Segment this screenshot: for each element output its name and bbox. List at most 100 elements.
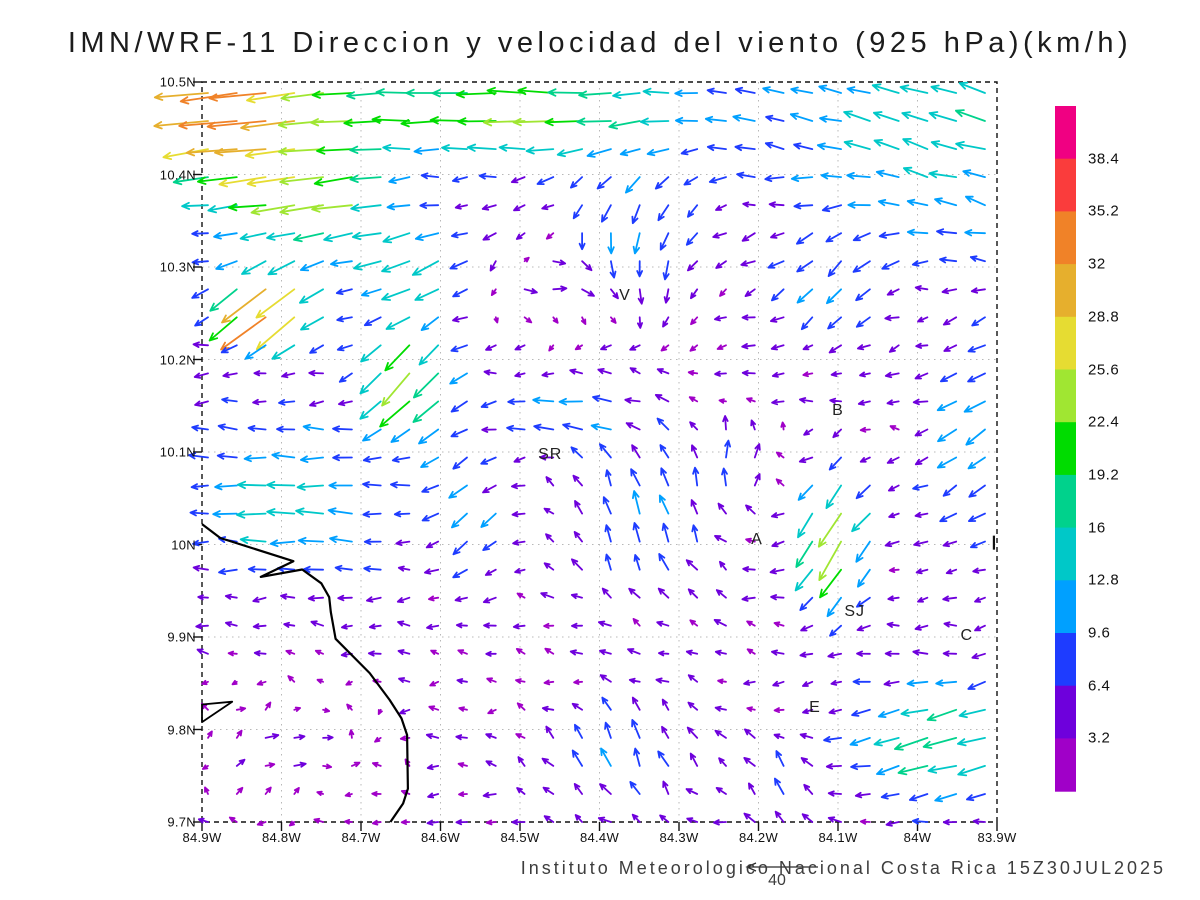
- wind-arrow: [780, 421, 786, 431]
- wind-arrow: [255, 288, 296, 319]
- wind-arrow: [827, 316, 842, 330]
- wind-arrow: [573, 783, 583, 795]
- wind-arrow: [506, 424, 526, 432]
- wind-arrow: [224, 593, 238, 600]
- wind-arrow: [214, 482, 238, 491]
- wind-arrow: [300, 316, 324, 331]
- wind-arrow: [601, 204, 612, 223]
- wind-arrow: [715, 204, 727, 211]
- wind-arrow: [372, 761, 382, 768]
- colorbar-segment: [1055, 369, 1076, 423]
- wind-arrow: [313, 817, 324, 824]
- colorbar-label: 32: [1088, 255, 1106, 273]
- wind-arrow: [397, 565, 411, 572]
- wind-arrow: [363, 565, 382, 573]
- wind-arrow: [636, 260, 643, 278]
- x-tick-label: 84.9W: [182, 830, 222, 845]
- wind-arrow: [855, 288, 871, 302]
- wind-arrow: [631, 204, 641, 225]
- wind-arrow: [767, 260, 785, 269]
- wind-arrow: [629, 344, 641, 351]
- wind-arrow: [902, 138, 929, 150]
- wind-arrow: [930, 84, 958, 94]
- wind-arrow: [851, 708, 871, 717]
- wind-arrow: [685, 788, 699, 795]
- wind-arrow: [543, 815, 555, 823]
- wind-arrow: [194, 316, 209, 327]
- wind-arrow: [799, 596, 814, 611]
- wind-arrow: [552, 259, 567, 266]
- colorbar-label: 3.2: [1088, 729, 1111, 747]
- wind-arrow: [556, 148, 583, 158]
- wind-arrow: [235, 706, 247, 712]
- wind-arrow: [969, 255, 986, 263]
- wind-arrow: [714, 705, 727, 712]
- wind-arrow: [775, 750, 785, 767]
- wind-arrow: [934, 197, 958, 207]
- wind-arrow: [558, 397, 583, 406]
- wind-arrow: [222, 371, 238, 379]
- wind-arrow: [351, 231, 382, 241]
- reference-vector: [745, 862, 818, 872]
- wind-arrow: [857, 568, 871, 588]
- wind-arrow: [511, 819, 526, 826]
- wind-arrow: [630, 468, 641, 487]
- wind-arrow: [386, 202, 411, 211]
- wind-arrow: [741, 369, 756, 377]
- wind-arrow: [689, 619, 699, 627]
- wind-arrow: [955, 109, 986, 122]
- wind-arrow: [884, 650, 900, 657]
- wind-arrow: [914, 456, 929, 466]
- wind-arrow: [581, 260, 593, 272]
- wind-arrow: [687, 370, 699, 376]
- wind-arrow: [829, 624, 842, 637]
- wind-arrow: [721, 467, 728, 487]
- wind-arrow: [485, 344, 497, 351]
- wind-arrow: [241, 260, 267, 275]
- wind-arrow: [885, 820, 900, 827]
- wind-arrow: [689, 344, 699, 352]
- wind-arrow: [179, 92, 238, 105]
- wind-arrow: [642, 87, 670, 96]
- wind-arrow: [939, 256, 958, 264]
- wind-arrow: [201, 679, 209, 686]
- wind-arrow: [610, 288, 619, 300]
- wind-arrow: [659, 232, 670, 251]
- wind-arrow: [714, 370, 727, 377]
- wind-arrow: [859, 818, 871, 825]
- wind-arrow: [515, 678, 526, 684]
- wind-arrow: [441, 144, 468, 152]
- wind-arrow: [799, 732, 814, 739]
- x-tick-label: 84.6W: [420, 830, 461, 845]
- wind-arrow: [675, 116, 699, 125]
- wind-arrow: [385, 316, 411, 330]
- wind-arrow: [765, 114, 785, 122]
- wind-arrow: [202, 764, 209, 770]
- wind-arrow: [191, 258, 209, 266]
- wind-arrow: [278, 399, 296, 406]
- wind-arrow: [452, 540, 468, 556]
- wind-arrow: [225, 621, 238, 627]
- wind-arrow: [917, 316, 929, 323]
- wind-arrow: [658, 553, 670, 571]
- wind-arrow: [543, 622, 555, 629]
- wind-arrow: [541, 705, 555, 712]
- wind-arrow: [656, 368, 670, 375]
- wind-arrow: [659, 814, 670, 823]
- wind-arrow: [381, 288, 411, 301]
- wind-arrow: [796, 260, 814, 273]
- wind-arrow: [545, 476, 555, 487]
- wind-arrow: [346, 91, 382, 100]
- wind-arrow: [367, 650, 382, 657]
- wind-arrow: [344, 819, 353, 825]
- wind-arrow: [344, 791, 353, 798]
- wind-arrow: [239, 536, 267, 544]
- wind-arrow: [633, 747, 641, 767]
- wind-arrow: [656, 620, 670, 627]
- wind-arrow: [576, 117, 612, 126]
- wind-arrow: [926, 708, 958, 722]
- wind-arrow: [599, 783, 612, 795]
- wind-arrow: [906, 679, 929, 687]
- wind-arrow: [162, 148, 209, 160]
- wind-arrow: [600, 747, 612, 767]
